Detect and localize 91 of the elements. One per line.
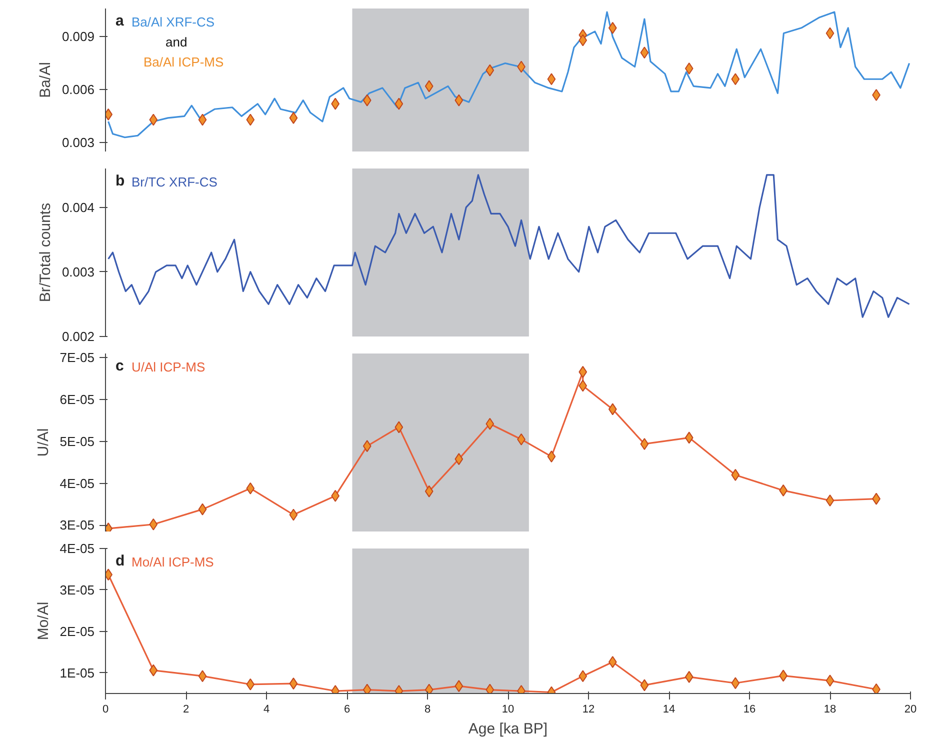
point <box>454 680 464 692</box>
x-tick-label: 8 <box>424 704 431 716</box>
point <box>731 468 740 481</box>
y-axis-title: Ba/Al <box>36 62 54 98</box>
y-tick-label: 3E-05 <box>60 582 95 598</box>
point <box>608 403 617 416</box>
x-tick-label: 6 <box>344 704 350 716</box>
y-tick-label: 0.002 <box>62 329 95 344</box>
point <box>424 80 434 92</box>
point <box>198 670 207 682</box>
x-tick-label: 0 <box>102 704 109 716</box>
point <box>826 27 834 40</box>
point <box>826 674 834 687</box>
point <box>640 46 649 59</box>
point <box>362 684 372 694</box>
line-series <box>108 174 910 318</box>
series-label: Mo/Al ICP-MS <box>132 554 214 570</box>
x-tick-label: 12 <box>582 704 595 716</box>
point <box>149 518 158 530</box>
x-tick-label: 14 <box>662 704 676 716</box>
y-tick-label: 5E-05 <box>60 434 95 449</box>
point <box>731 677 740 690</box>
point <box>608 656 617 668</box>
point <box>149 664 158 676</box>
text: Ba/Al ICP-MS <box>144 54 224 70</box>
point <box>578 380 588 392</box>
y-axis-title: Br/Total counts <box>36 202 54 302</box>
point <box>362 440 372 452</box>
y-tick-label: 0.004 <box>62 200 95 215</box>
x-tick-label: 10 <box>502 704 514 716</box>
annotation: and <box>166 34 188 50</box>
point <box>394 98 404 110</box>
point <box>246 678 255 690</box>
point <box>872 683 880 694</box>
x-tick-label: 20 <box>904 704 917 716</box>
y-tick-label: 4E-05 <box>60 541 95 556</box>
y-tick-label: 7E-05 <box>60 350 95 366</box>
text: Ba/Al XRF-CS <box>132 14 215 30</box>
y-tick-label: 3E-05 <box>60 518 95 533</box>
point <box>731 73 740 86</box>
point <box>640 438 649 450</box>
x-tick-label: 18 <box>824 704 836 716</box>
point <box>640 679 649 692</box>
point <box>289 508 298 521</box>
y-tick-label: 2E-05 <box>60 624 95 639</box>
point <box>578 34 588 46</box>
point <box>394 421 404 434</box>
y-tick-label: 1E-05 <box>60 665 95 680</box>
y-tick-label: 0.003 <box>62 264 95 280</box>
x-axis-title: Age [ka BP] <box>468 720 548 738</box>
x-tick-label: 2 <box>182 704 190 716</box>
point <box>198 114 207 126</box>
point <box>684 62 694 75</box>
point <box>826 494 834 507</box>
chart-title: c <box>116 358 124 374</box>
chart-title: a <box>116 12 124 30</box>
point <box>578 670 588 682</box>
point <box>246 482 255 494</box>
point <box>198 503 207 516</box>
chart-title: d <box>116 552 125 570</box>
y-axis-title: U/Al <box>34 428 52 457</box>
point <box>289 112 298 124</box>
x-tick-label: 16 <box>743 704 756 716</box>
point <box>424 684 434 694</box>
point <box>547 450 556 463</box>
point <box>246 114 255 126</box>
y-tick-label: 6E-05 <box>60 392 95 408</box>
point <box>608 22 617 34</box>
point <box>684 432 694 444</box>
point <box>486 418 494 430</box>
text: U/Al ICP-MS <box>132 360 206 374</box>
point <box>289 678 298 690</box>
point <box>486 684 494 694</box>
point <box>454 94 464 106</box>
point <box>486 64 494 76</box>
y-tick-label: 0.003 <box>62 135 95 150</box>
line-series <box>108 11 910 138</box>
point <box>547 73 556 86</box>
text: Br/TC XRF-CS <box>132 174 218 190</box>
y-tick-label: 0.009 <box>62 29 95 44</box>
point <box>684 670 694 683</box>
y-axis-title: Mo/Al <box>34 602 52 640</box>
point <box>424 485 434 498</box>
y-tick-label: 4E-05 <box>60 476 95 491</box>
point <box>578 366 588 378</box>
point <box>362 94 372 106</box>
x-tick-label: 4 <box>263 704 270 716</box>
point <box>149 114 158 126</box>
y-tick-label: 0.006 <box>62 82 95 98</box>
chart-title: b <box>116 172 125 190</box>
point <box>454 453 464 466</box>
